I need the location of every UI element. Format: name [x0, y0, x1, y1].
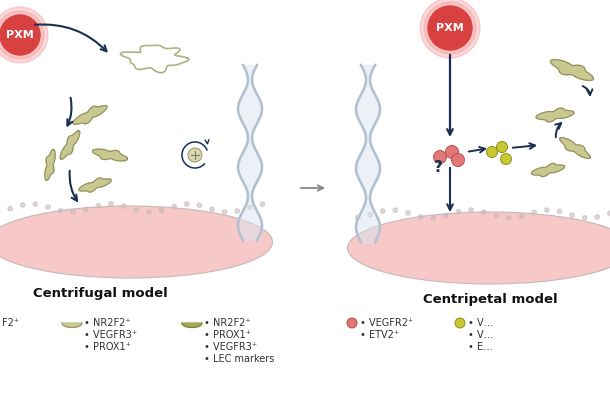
Polygon shape — [73, 106, 107, 124]
Circle shape — [381, 209, 385, 213]
Circle shape — [431, 216, 436, 220]
Circle shape — [570, 213, 574, 217]
Circle shape — [451, 154, 464, 166]
Text: • E…: • E… — [468, 342, 493, 352]
Text: • NR2F2⁺: • NR2F2⁺ — [204, 318, 251, 328]
Text: Centrifugal model: Centrifugal model — [32, 287, 167, 300]
Text: PXM: PXM — [6, 30, 34, 40]
Circle shape — [428, 6, 472, 50]
Circle shape — [481, 210, 486, 214]
Text: F2⁺: F2⁺ — [2, 318, 19, 328]
Circle shape — [497, 142, 508, 152]
Text: • NR2F2⁺: • NR2F2⁺ — [84, 318, 131, 328]
Polygon shape — [182, 323, 202, 328]
Circle shape — [420, 0, 480, 58]
Text: PXM: PXM — [436, 23, 464, 33]
Circle shape — [368, 212, 372, 217]
Circle shape — [595, 215, 600, 219]
Circle shape — [159, 208, 163, 212]
Circle shape — [121, 204, 126, 208]
Circle shape — [545, 208, 549, 212]
Circle shape — [507, 216, 511, 220]
Circle shape — [84, 207, 88, 212]
Circle shape — [248, 205, 252, 210]
Circle shape — [418, 214, 423, 219]
Ellipse shape — [0, 206, 273, 278]
Circle shape — [0, 7, 48, 63]
Circle shape — [494, 214, 498, 218]
Circle shape — [71, 210, 76, 214]
Polygon shape — [531, 163, 565, 177]
Circle shape — [210, 207, 214, 211]
Circle shape — [8, 206, 12, 211]
Circle shape — [443, 213, 448, 218]
Circle shape — [0, 11, 44, 59]
Text: • VEGFR3⁺: • VEGFR3⁺ — [84, 330, 137, 340]
Text: • VEGFR3⁺: • VEGFR3⁺ — [204, 342, 257, 352]
Circle shape — [33, 202, 38, 206]
Circle shape — [434, 150, 447, 164]
Circle shape — [109, 202, 113, 206]
Circle shape — [46, 205, 50, 209]
Circle shape — [406, 211, 410, 215]
Text: • PROX1⁺: • PROX1⁺ — [204, 330, 251, 340]
Circle shape — [519, 214, 524, 218]
Circle shape — [260, 202, 265, 206]
Circle shape — [223, 210, 227, 214]
Circle shape — [0, 15, 40, 55]
Circle shape — [532, 210, 536, 215]
Circle shape — [500, 154, 512, 164]
Circle shape — [347, 318, 357, 328]
Polygon shape — [93, 149, 127, 161]
Circle shape — [59, 208, 63, 213]
Text: • V…: • V… — [468, 318, 493, 328]
Polygon shape — [560, 138, 590, 158]
Circle shape — [469, 208, 473, 212]
Ellipse shape — [348, 212, 610, 284]
Text: • PROX1⁺: • PROX1⁺ — [84, 342, 131, 352]
Text: • LEC markers: • LEC markers — [204, 354, 274, 364]
Text: • V…: • V… — [468, 330, 493, 340]
Circle shape — [557, 209, 562, 214]
Circle shape — [96, 204, 101, 208]
Polygon shape — [79, 178, 111, 192]
Circle shape — [487, 146, 498, 158]
Text: • VEGFR2⁺: • VEGFR2⁺ — [360, 318, 413, 328]
Circle shape — [424, 2, 476, 54]
Polygon shape — [62, 323, 82, 328]
Circle shape — [235, 209, 240, 213]
Circle shape — [355, 216, 360, 220]
Text: ?: ? — [434, 160, 442, 176]
Polygon shape — [45, 150, 55, 180]
Circle shape — [172, 204, 176, 209]
Circle shape — [147, 210, 151, 214]
Circle shape — [21, 203, 25, 207]
Circle shape — [608, 211, 610, 216]
Text: Centripetal model: Centripetal model — [423, 293, 558, 306]
Circle shape — [456, 210, 461, 214]
Circle shape — [445, 146, 459, 158]
Circle shape — [197, 203, 201, 208]
Circle shape — [188, 148, 202, 162]
Circle shape — [393, 208, 398, 212]
Text: • ETV2⁺: • ETV2⁺ — [360, 330, 399, 340]
Circle shape — [455, 318, 465, 328]
Polygon shape — [536, 108, 574, 122]
Polygon shape — [550, 60, 594, 80]
Circle shape — [185, 202, 189, 206]
Circle shape — [583, 216, 587, 220]
Circle shape — [134, 208, 138, 212]
Polygon shape — [60, 131, 80, 159]
